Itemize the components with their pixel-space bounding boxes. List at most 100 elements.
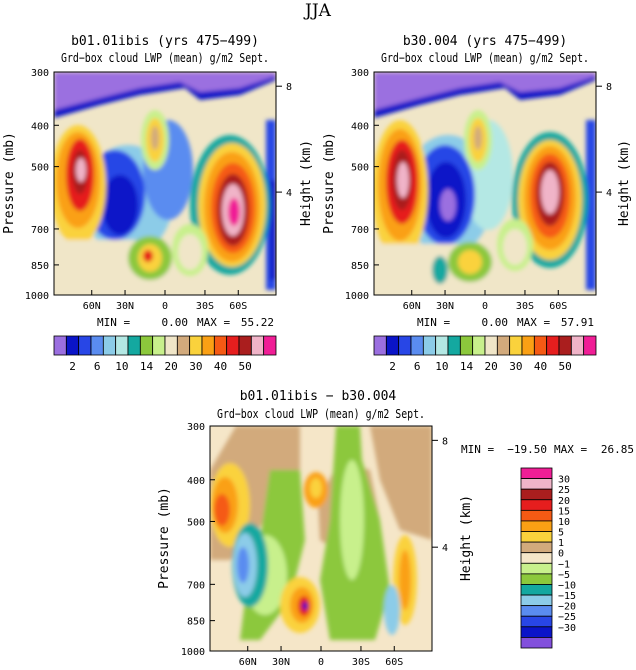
panel-c-y2tick-label: 4 <box>442 543 448 554</box>
panel-b-colorbar-swatch <box>533 335 548 356</box>
panel-a-colorbar-label: 20 <box>165 360 178 373</box>
panel-c-colorbar-swatch <box>520 605 553 617</box>
panel-c-ylabel: Pressure (mb) <box>157 487 172 589</box>
panel-a-ylabel: Pressure (mb) <box>2 132 17 234</box>
panel-c-max-label: MAX = <box>554 443 587 456</box>
panel-b-ytick-label: 850 <box>351 261 369 272</box>
panel-c-colorbar-swatch <box>520 478 553 490</box>
panel-c: b01.01ibis − b30.004 Grd−box cloud LWP (… <box>157 389 634 668</box>
panel-c-colorbar-label: 0 <box>558 549 564 560</box>
panel-b-ytick-label: 500 <box>351 163 369 174</box>
panel-c-colorbar-swatch <box>520 573 553 585</box>
panel-c-colorbar-label: 5 <box>558 528 564 539</box>
panel-a-max-label: MAX = <box>197 316 230 329</box>
panel-a-colorbar-swatch <box>238 335 252 356</box>
panel-b-xtick-label: 60S <box>549 301 567 312</box>
panel-a-y2tick-label: 8 <box>286 82 292 93</box>
panel-c-colorbar-label: −20 <box>558 602 576 613</box>
panel-a-xtick-label: 30N <box>116 301 134 312</box>
panel-c-colorbar-swatch <box>520 584 553 596</box>
panel-c-xtick-label: 60N <box>239 657 257 668</box>
panel-b-colorbar-label: 50 <box>559 360 572 373</box>
panel-a-colorbar-swatch <box>176 335 191 356</box>
panel-a-min-label: MIN = <box>97 316 130 329</box>
panel-a-colorbar-swatch <box>102 335 117 356</box>
panel-a-colorbar-swatch <box>65 335 80 356</box>
panel-c-colorbar-label: 25 <box>558 485 570 496</box>
panel-a-colorbar-swatch <box>53 335 67 356</box>
panel-a-min-value: 0.00 <box>162 316 189 329</box>
panel-b-colorbar-swatch <box>484 335 498 356</box>
panel-c-colorbar-label: −15 <box>558 591 576 602</box>
panel-b-colorbar-swatch <box>472 335 486 356</box>
panel-b-colorbar-swatch <box>398 335 412 356</box>
panel-c-colorbar-label: −5 <box>558 570 570 581</box>
panel-b-colorbar-swatch <box>509 335 523 356</box>
panel-c-colorbar-swatch <box>520 594 553 607</box>
panel-b-colorbar-swatch <box>410 335 424 356</box>
panel-a-colorbar-swatch <box>78 335 92 356</box>
panel-c-colorbar-swatch <box>520 509 553 522</box>
panel-a-title: b01.01ibis (yrs 475−499) <box>71 34 259 49</box>
panel-c-ytick-label: 400 <box>187 476 205 487</box>
panel-c-colorbar-label: −1 <box>558 559 570 570</box>
panel-c-colorbar-swatch <box>520 520 553 532</box>
panel-b-colorbar-swatch <box>496 335 511 356</box>
panel-a-xtick-label: 60S <box>229 301 247 312</box>
panel-c-ytick-label: 700 <box>187 580 205 591</box>
panel-c-colorbar-label: −30 <box>558 623 576 634</box>
panel-a-ytick-label: 700 <box>31 225 49 236</box>
panel-b-field <box>374 72 596 295</box>
panel-a-ytick-label: 1000 <box>25 291 49 302</box>
panel-c-colorbar-label: 10 <box>558 517 570 528</box>
panel-a-y2label: Height (km) <box>299 140 314 226</box>
panel-a-colorbar-swatch <box>139 335 154 356</box>
panel-a-colorbar-swatch <box>90 335 104 356</box>
panel-c-colorbar-label: −10 <box>558 580 576 591</box>
panel-b-max-label: MAX = <box>517 316 550 329</box>
panel-b-min-label: MIN = <box>417 316 450 329</box>
panel-b-max-value: 57.91 <box>561 316 594 329</box>
panel-b-ylabel: Pressure (mb) <box>322 132 337 234</box>
panel-c-y2tick-label: 8 <box>442 436 448 447</box>
panel-c-y2label: Height (km) <box>459 495 474 581</box>
panel-c-ytick-label: 1000 <box>181 647 205 658</box>
panel-b-colorbar-label: 6 <box>414 360 421 373</box>
panel-c-colorbar-swatch <box>520 541 553 554</box>
panel-c-title: b01.01ibis − b30.004 <box>240 389 397 404</box>
panel-c-colorbar-swatch <box>520 531 553 543</box>
panel-b-y2label: Height (km) <box>617 140 632 226</box>
panel-c-xtick-label: 30N <box>272 657 290 668</box>
page-title: JJA <box>303 1 332 21</box>
panel-b: b30.004 (yrs 475−499) Grd−box cloud LWP … <box>322 34 632 373</box>
panel-c-colorbar-swatch <box>520 562 553 575</box>
panel-b-colorbar-label: 30 <box>509 360 522 373</box>
panel-b-ytick-label: 700 <box>351 225 369 236</box>
panel-a-colorbar-swatch <box>152 335 166 356</box>
panel-c-field <box>210 426 432 651</box>
panel-a-ytick-label: 400 <box>31 121 49 132</box>
panel-c-xtick-label: 0 <box>318 657 324 668</box>
panel-b-colorbar: 2 6 10 14 20 30 40 50 <box>373 335 597 373</box>
panel-b-colorbar-swatch <box>373 335 387 356</box>
panel-b-colorbar-swatch <box>459 335 474 356</box>
panel-b-min-value: 0.00 <box>482 316 509 329</box>
panel-c-colorbar-swatch <box>520 499 553 511</box>
panel-a-colorbar-label: 2 <box>69 360 76 373</box>
panel-a-max-value: 55.22 <box>241 316 274 329</box>
panel-a: b01.01ibis (yrs 475−499) Grd−box cloud L… <box>2 34 314 373</box>
panel-c-colorbar-label: 1 <box>558 538 564 549</box>
panel-a-ytick-label: 850 <box>31 261 49 272</box>
panel-a-colorbar-swatch <box>250 335 265 356</box>
panel-c-ytick-label: 500 <box>187 517 205 528</box>
panel-b-colorbar-label: 10 <box>435 360 448 373</box>
panel-c-xtick-label: 60S <box>385 657 403 668</box>
panel-b-colorbar-swatch <box>447 335 461 356</box>
panel-a-colorbar-label: 14 <box>140 360 154 373</box>
panel-b-xtick-label: 0 <box>482 301 488 312</box>
panel-b-y2tick-label: 4 <box>606 188 612 199</box>
panel-a-ytick-label: 500 <box>31 163 49 174</box>
panel-c-subtitle: Grd−box cloud LWP (mean) g/m2 Sept. <box>217 407 425 421</box>
